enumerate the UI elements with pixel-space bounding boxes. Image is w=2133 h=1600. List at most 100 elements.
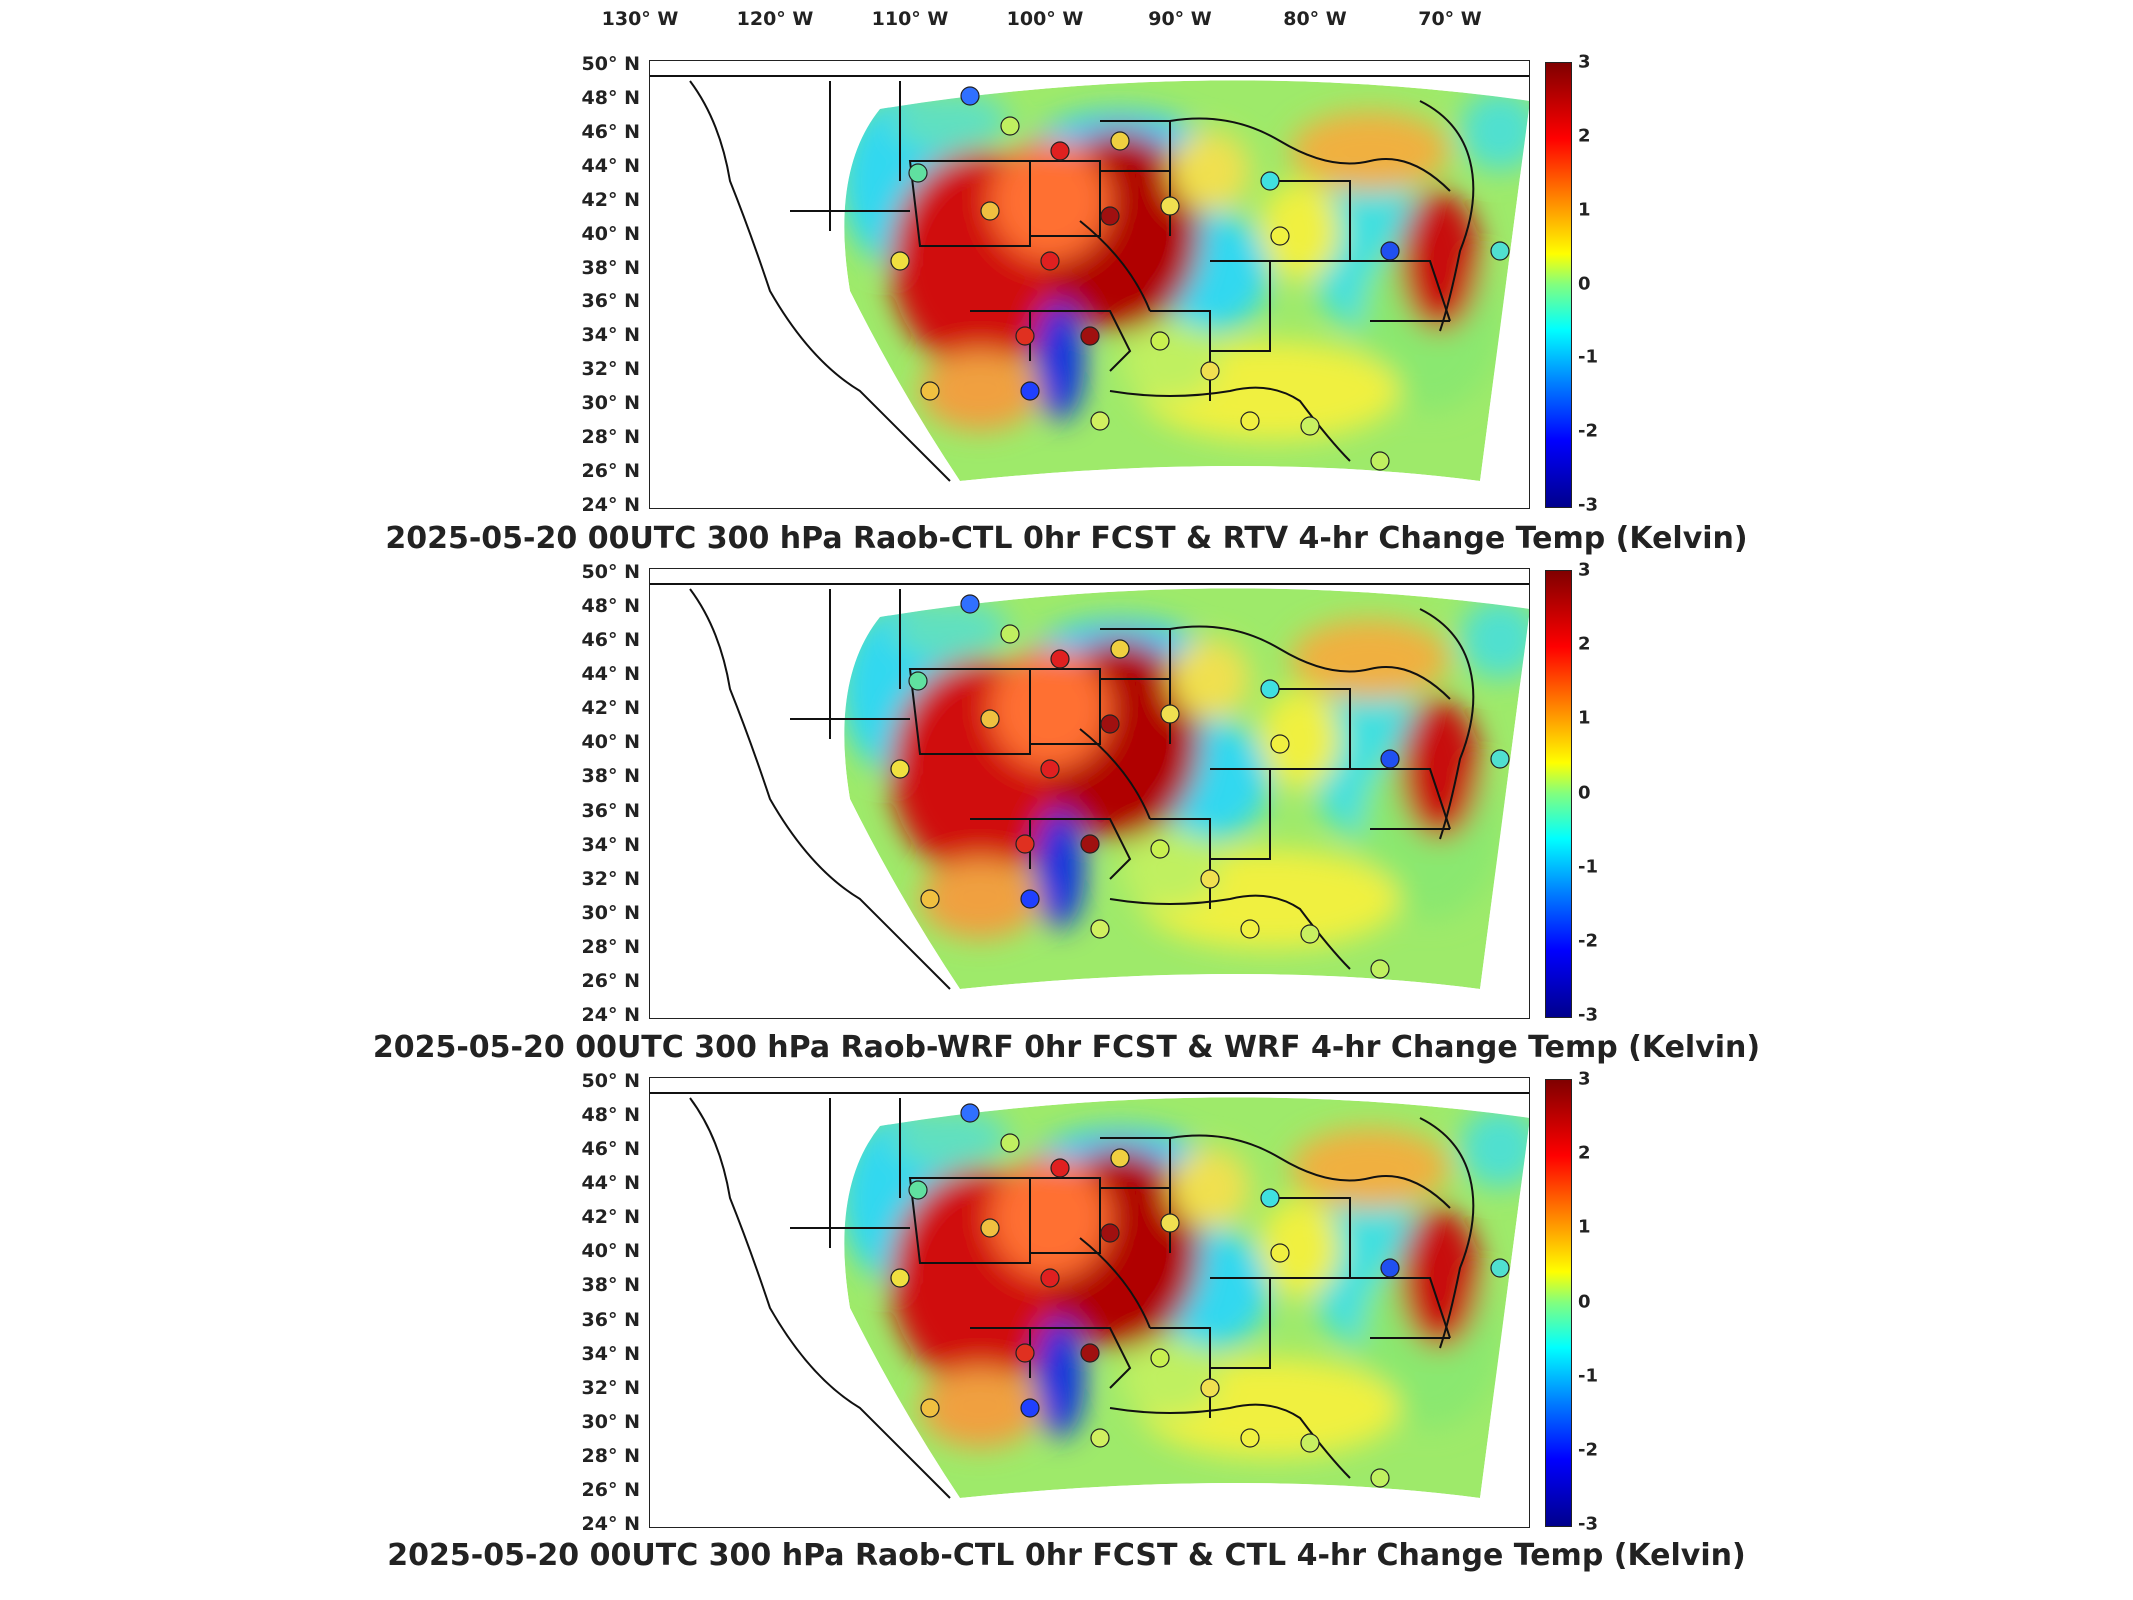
radiosonde-station-marker (1150, 839, 1170, 859)
radiosonde-station-marker (1260, 1188, 1280, 1208)
boundary-line (1210, 1277, 1271, 1369)
temperature-anomaly-region (920, 859, 1040, 939)
boundary-line (1350, 1277, 1451, 1339)
temperature-anomaly-region (1460, 599, 1529, 679)
radiosonde-station-marker (1015, 1343, 1035, 1363)
colorbar-tick-label: -2 (1578, 1439, 1598, 1461)
radiosonde-station-marker (1020, 889, 1040, 909)
colorbar-tick-label: -1 (1578, 1365, 1598, 1387)
boundary-line (1270, 180, 1351, 262)
radiosonde-station-marker (1090, 919, 1110, 939)
radiosonde-station-marker (1110, 131, 1130, 151)
latitude-label: 32° N (581, 358, 640, 381)
temperature-anomaly-region (890, 91, 1010, 151)
radiosonde-station-marker (920, 889, 940, 909)
radiosonde-station-marker (1300, 1433, 1320, 1453)
latitude-label: 44° N (581, 663, 640, 686)
colorbar-tick-label: -1 (1578, 856, 1598, 878)
latitude-label: 38° N (581, 256, 640, 279)
radiosonde-station-marker (1490, 749, 1510, 769)
boundary-line (1350, 768, 1451, 830)
temperature-anomaly-region (1460, 1108, 1529, 1188)
boundary-line (1029, 160, 1101, 237)
radiosonde-station-marker (1370, 1468, 1390, 1488)
radiosonde-station-marker (980, 201, 1000, 221)
temperature-anomaly-region (920, 351, 1040, 431)
latitude-label: 32° N (581, 1376, 640, 1399)
radiosonde-station-marker (920, 1398, 940, 1418)
radiosonde-station-marker (1040, 759, 1060, 779)
temperature-map (649, 60, 1530, 509)
colorbar-tick-label: -1 (1578, 346, 1598, 368)
latitude-label: 50° N (581, 561, 640, 583)
latitude-axis: 50° N 48° N 46° N 44° N 42° N 40° N 38° N 36° N… (560, 0, 640, 516)
temperature-anomaly-region (1460, 91, 1529, 171)
radiosonde-station-marker (1200, 869, 1220, 889)
colorbar-tick-label: 1 (1578, 707, 1591, 729)
boundary-line (1350, 260, 1451, 322)
radiosonde-station-marker (1270, 1243, 1290, 1263)
radiosonde-station-marker (1050, 141, 1070, 161)
temperature-anomaly-region (990, 1158, 1110, 1278)
radiosonde-station-marker (1000, 624, 1020, 644)
temperature-anomaly-region (890, 599, 1010, 659)
latitude-label: 36° N (581, 799, 640, 822)
latitude-label: 26° N (581, 460, 640, 483)
latitude-label: 24° N (581, 1513, 640, 1535)
boundary-line (790, 1098, 910, 1248)
latitude-label: 24° N (581, 494, 640, 516)
latitude-label: 30° N (581, 1410, 640, 1433)
radiosonde-station-marker (1370, 959, 1390, 979)
temperature-anomaly-region (1120, 829, 1220, 909)
latitude-label: 34° N (581, 833, 640, 856)
longitude-label: 90° W (1148, 8, 1212, 30)
boundary-line (1270, 1197, 1351, 1279)
radiosonde-station-marker (908, 1180, 928, 1200)
latitude-label: 48° N (581, 1104, 640, 1127)
radiosonde-station-marker (1150, 1348, 1170, 1368)
latitude-label: 50° N (581, 53, 640, 75)
radiosonde-station-marker (1040, 1268, 1060, 1288)
latitude-label: 44° N (581, 154, 640, 177)
latitude-label: 28° N (581, 935, 640, 958)
temperature-anomaly-region (1035, 809, 1085, 929)
panel-title: 2025-05-20 00UTC 300 hPa Raob-WRF 0hr FC… (372, 1030, 1761, 1065)
colorbar-tick-label: 0 (1578, 1291, 1591, 1312)
temperature-anomaly-region (1260, 689, 1340, 789)
boundary-line (1419, 100, 1475, 332)
radiosonde-station-marker (1380, 749, 1400, 769)
radiosonde-station-marker (980, 709, 1000, 729)
boundary-line (1419, 1117, 1475, 1349)
radiosonde-station-marker (1015, 326, 1035, 346)
colorbar-tick-label: -3 (1578, 1004, 1598, 1026)
radiosonde-station-marker (960, 86, 980, 106)
boundary-line (908, 1177, 1031, 1264)
latitude-label: 48° N (581, 86, 640, 109)
colorbar-tick-label: 1 (1578, 1216, 1591, 1238)
boundary-line (689, 588, 951, 990)
temperature-anomaly-region (890, 1108, 1010, 1168)
radiosonde-station-marker (1100, 206, 1120, 226)
radiosonde-station-marker (920, 381, 940, 401)
temperature-map (649, 568, 1530, 1019)
temperature-anomaly-region (1035, 301, 1085, 421)
boundary-line (1109, 1403, 1351, 1479)
radiosonde-station-marker (1020, 1398, 1040, 1418)
temperature-map (649, 1077, 1530, 1528)
radiosonde-station-marker (1260, 171, 1280, 191)
latitude-label: 28° N (581, 426, 640, 449)
radiosonde-station-marker (1110, 1148, 1130, 1168)
temperature-anomaly-region (1260, 181, 1340, 281)
latitude-label: 30° N (581, 901, 640, 924)
radiosonde-station-marker (1020, 381, 1040, 401)
latitude-label: 26° N (581, 969, 640, 992)
radiosonde-station-marker (1050, 1158, 1070, 1178)
colorbar-tick-label: 1 (1578, 199, 1591, 221)
boundary-line (1029, 1177, 1101, 1254)
temperature-anomaly-region (1170, 639, 1250, 719)
latitude-label: 42° N (581, 697, 640, 720)
radiosonde-station-marker (1150, 331, 1170, 351)
latitude-label: 42° N (581, 1206, 640, 1229)
panel-title: 2025-05-20 00UTC 300 hPa Raob-CTL 0hr FC… (385, 521, 1748, 556)
longitude-label: 70° W (1418, 8, 1482, 30)
